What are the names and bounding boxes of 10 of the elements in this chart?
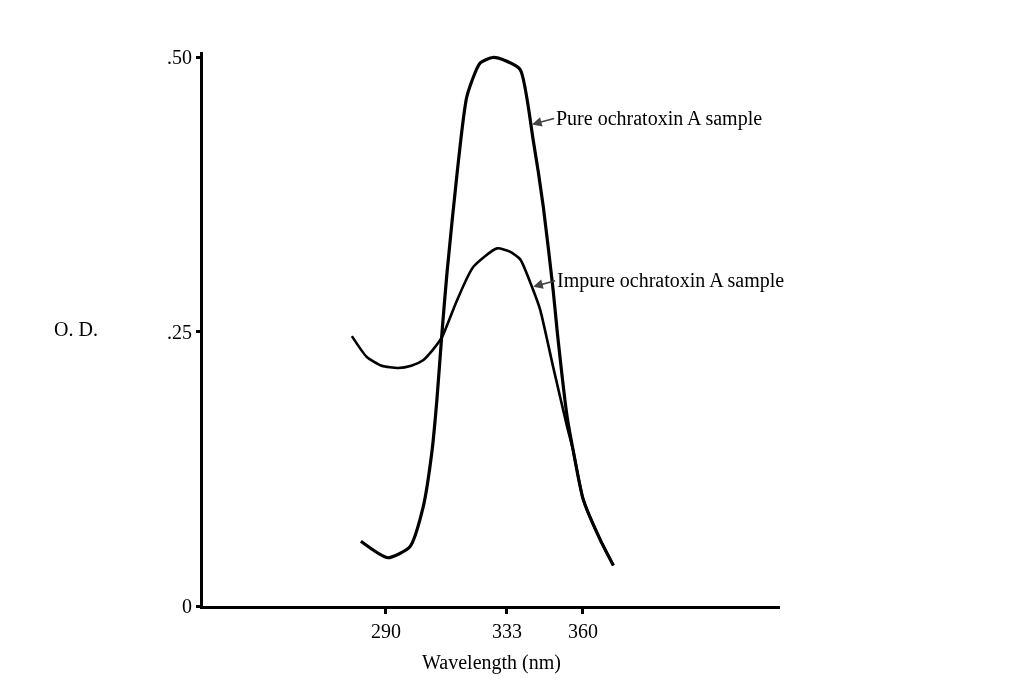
y-tick-label: .25	[167, 320, 192, 343]
annotation: Impure ochratoxin A sample	[557, 269, 785, 292]
y-axis-title: O. D.	[54, 318, 98, 340]
x-axis-title: Wavelength (nm)	[422, 650, 561, 674]
y-tick-label: 0	[182, 595, 192, 617]
x-tick-label: 333	[491, 620, 522, 642]
annotation: Pure ochratoxin A sample	[556, 107, 763, 130]
x-tick-label: 360	[567, 620, 598, 642]
x-tick-label: 290	[370, 620, 401, 642]
y-tick-label: .50	[167, 46, 192, 69]
